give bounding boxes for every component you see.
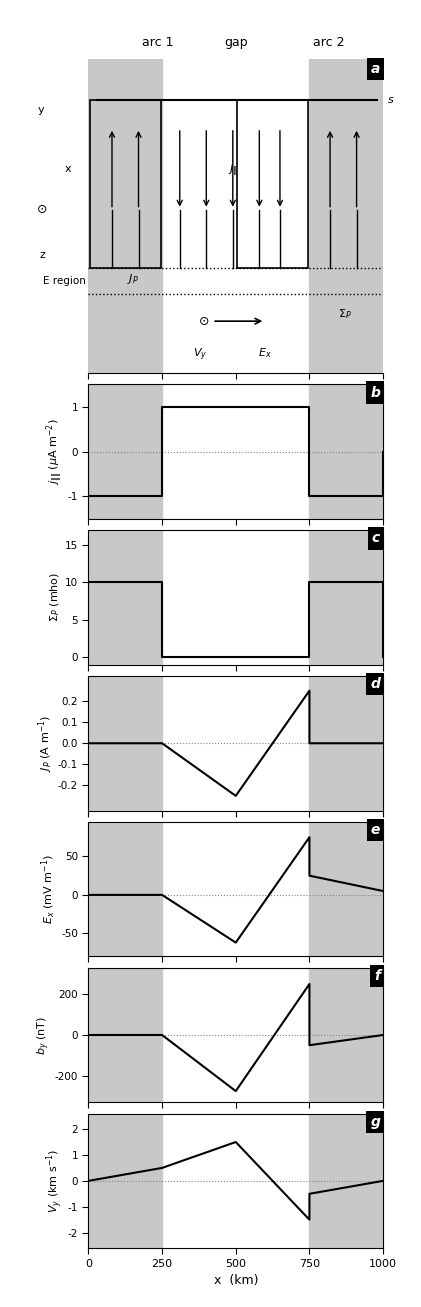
- Text: s: s: [388, 94, 393, 105]
- Bar: [88, 967, 162, 1102]
- Text: gap: gap: [224, 37, 248, 50]
- Text: a: a: [371, 61, 380, 76]
- Y-axis label: $V_y$ (km s$^{-1}$): $V_y$ (km s$^{-1}$): [44, 1149, 65, 1213]
- Text: g: g: [370, 1115, 380, 1129]
- Y-axis label: $\Sigma_P$ (mho): $\Sigma_P$ (mho): [48, 572, 62, 622]
- Text: $E_x$: $E_x$: [258, 346, 272, 361]
- Y-axis label: $J_P$ (A m$^{-1}$): $J_P$ (A m$^{-1}$): [36, 715, 55, 772]
- Text: $\Sigma_P$: $\Sigma_P$: [338, 307, 352, 320]
- Bar: [88, 384, 162, 519]
- Text: x: x: [65, 163, 72, 174]
- Text: e: e: [371, 823, 380, 838]
- Text: z: z: [40, 251, 45, 260]
- Bar: [88, 531, 162, 665]
- Bar: [88, 822, 162, 957]
- Bar: [88, 676, 162, 810]
- Bar: [309, 531, 383, 665]
- Text: $\odot$: $\odot$: [198, 315, 209, 328]
- Text: b: b: [370, 386, 380, 400]
- Y-axis label: $E_x$ (mV m$^{-1}$): $E_x$ (mV m$^{-1}$): [40, 855, 59, 924]
- Bar: [88, 1114, 162, 1248]
- Text: c: c: [372, 532, 380, 545]
- Bar: [309, 1114, 383, 1248]
- Text: y: y: [38, 106, 45, 115]
- Text: $\odot$: $\odot$: [36, 203, 47, 216]
- Text: $V_y$: $V_y$: [193, 346, 208, 362]
- Text: d: d: [370, 677, 380, 691]
- Text: $j_{\|}$: $j_{\|}$: [228, 159, 238, 178]
- Y-axis label: $b_y$ (nT): $b_y$ (nT): [35, 1016, 52, 1055]
- Text: arc 2: arc 2: [313, 37, 344, 50]
- Text: arc 1: arc 1: [142, 37, 173, 50]
- Bar: [88, 59, 162, 372]
- Bar: [309, 676, 383, 810]
- Bar: [237, 99, 308, 268]
- Bar: [309, 59, 383, 372]
- Text: f: f: [374, 968, 380, 983]
- Y-axis label: $j_{\|\|}$ ($\mu$A m$^{-2}$): $j_{\|\|}$ ($\mu$A m$^{-2}$): [45, 418, 65, 485]
- Text: E region: E region: [43, 276, 85, 286]
- Bar: [309, 822, 383, 957]
- Bar: [309, 967, 383, 1102]
- Bar: [90, 99, 161, 268]
- X-axis label: x  (km): x (km): [213, 1274, 258, 1287]
- Text: $J_P$: $J_P$: [127, 272, 139, 286]
- Bar: [309, 384, 383, 519]
